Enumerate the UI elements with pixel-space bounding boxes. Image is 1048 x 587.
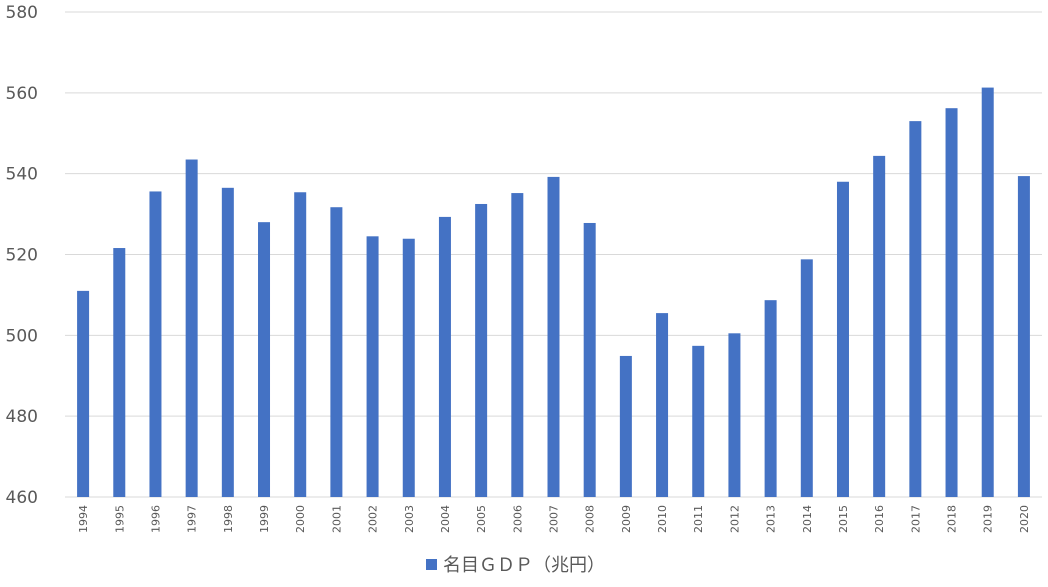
x-tick-label: 1999 (258, 505, 271, 533)
bar (1017, 176, 1030, 497)
bar (836, 181, 849, 497)
x-tick-label: 2015 (837, 505, 850, 533)
bar (475, 203, 488, 497)
y-tick-label: 560 (6, 84, 38, 104)
x-tick-label: 2018 (946, 505, 959, 533)
bar (800, 259, 813, 497)
bar (547, 176, 560, 497)
bar (764, 300, 777, 497)
bar (511, 193, 524, 498)
x-tick-label: 2006 (511, 505, 524, 533)
y-tick-label: 460 (6, 488, 38, 508)
x-tick-label: 2009 (620, 505, 633, 533)
x-tick-label: 2000 (294, 505, 307, 533)
y-tick-label: 480 (6, 407, 38, 427)
bar (77, 290, 90, 497)
x-tick-label: 2019 (982, 505, 995, 533)
y-tick-label: 580 (6, 3, 38, 23)
bar (366, 236, 379, 497)
x-tick-label: 2014 (801, 505, 814, 533)
bar (909, 121, 922, 497)
legend: 名目ＧＤＰ（兆円） (426, 555, 605, 576)
legend-label: 名目ＧＤＰ（兆円） (443, 555, 605, 576)
bar (185, 159, 198, 498)
bar (330, 207, 343, 497)
x-tick-label: 1996 (149, 505, 162, 533)
bar (728, 333, 741, 497)
x-tick-label: 2003 (403, 505, 416, 533)
x-tick-label: 2011 (692, 505, 705, 533)
x-tick-label: 2012 (728, 505, 741, 533)
x-tick-label: 2008 (584, 505, 597, 533)
bar (149, 191, 162, 497)
y-axis-ticks: 460 480 500 520 540 560 580 (6, 3, 38, 508)
x-tick-label: 2013 (765, 505, 778, 533)
x-tick-label: 1998 (222, 505, 235, 533)
legend-swatch (426, 559, 437, 570)
x-axis-ticks: 1994 1995 1996 1997 1998 1999 2000 2001 2002 2003… (77, 505, 1031, 533)
bar (583, 222, 596, 497)
bar (258, 222, 271, 497)
bars (77, 87, 1030, 498)
x-tick-label: 2004 (439, 505, 452, 533)
bar (656, 313, 669, 497)
x-tick-label: 2016 (873, 505, 886, 533)
x-tick-label: 2002 (367, 505, 380, 533)
x-tick-label: 1997 (186, 505, 199, 533)
bar (113, 248, 126, 497)
y-tick-label: 500 (6, 326, 38, 346)
x-tick-label: 2007 (548, 505, 561, 533)
bar (402, 238, 415, 498)
x-tick-label: 1995 (113, 505, 126, 533)
x-tick-label: 2010 (656, 505, 669, 533)
x-tick-label: 2017 (909, 505, 922, 533)
x-tick-label: 2005 (475, 505, 488, 533)
bar (294, 192, 307, 497)
bar (619, 355, 632, 497)
x-tick-label: 1994 (77, 505, 90, 533)
bar (873, 155, 886, 497)
y-tick-label: 520 (6, 246, 38, 266)
bar (981, 87, 994, 498)
y-tick-label: 540 (6, 165, 38, 185)
bar (945, 108, 958, 498)
bar (692, 345, 705, 497)
bar (438, 216, 451, 497)
x-tick-label: 2001 (330, 505, 343, 533)
x-tick-label: 2020 (1018, 505, 1031, 533)
bar (221, 187, 234, 497)
